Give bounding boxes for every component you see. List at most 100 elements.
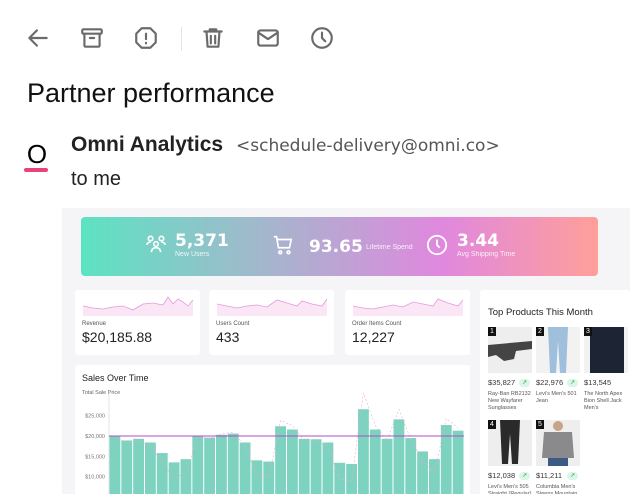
back-arrow-icon[interactable] bbox=[25, 25, 51, 51]
product-price: $22,976 bbox=[536, 378, 564, 387]
lifetime-spend-value: 93.65 bbox=[309, 237, 363, 257]
new-users-label: New Users bbox=[175, 251, 210, 258]
y-tick-label: $25,000 bbox=[85, 414, 105, 420]
bar[interactable] bbox=[358, 409, 369, 494]
bar[interactable] bbox=[109, 436, 121, 494]
bar[interactable] bbox=[393, 419, 405, 494]
cart-icon bbox=[273, 235, 293, 255]
bar[interactable] bbox=[121, 440, 133, 494]
email-subject: Partner performance bbox=[27, 78, 275, 108]
bar[interactable] bbox=[287, 429, 298, 494]
bar[interactable] bbox=[322, 442, 334, 494]
kpi-label: Users Count bbox=[216, 321, 250, 327]
avatar-accent bbox=[24, 168, 48, 172]
top-products-card: Top Products This Month 1 $35,827 ↗ Ray-… bbox=[480, 290, 630, 494]
recipient-line: to me bbox=[71, 168, 122, 190]
chart-ylabel: Total Sale Price bbox=[82, 390, 121, 396]
product-image: 2 bbox=[536, 327, 580, 373]
archive-icon[interactable] bbox=[79, 25, 105, 51]
y-tick-label: $10,000 bbox=[85, 475, 105, 481]
sender-avatar: O bbox=[24, 139, 50, 174]
y-tick-label: $20,000 bbox=[85, 434, 105, 440]
new-users-value: 5,371 bbox=[175, 231, 229, 251]
product-rank: 2 bbox=[536, 327, 544, 336]
bar[interactable] bbox=[275, 426, 286, 494]
product-price: $35,827 bbox=[488, 378, 516, 387]
dashboard-image: 5,371 New Users 93.65 Lifetime Spend 3.4… bbox=[62, 208, 630, 494]
bar[interactable] bbox=[310, 439, 322, 494]
product-price: $13,545 bbox=[584, 378, 612, 387]
bar[interactable] bbox=[180, 459, 192, 494]
kpi-value: 433 bbox=[216, 329, 240, 345]
mail-icon[interactable] bbox=[255, 25, 281, 51]
bar[interactable] bbox=[239, 442, 251, 494]
product-item[interactable]: 1 $35,827 ↗ Ray-Ban RB2132 New Wayfarer … bbox=[488, 327, 532, 412]
avatar-letter: O bbox=[26, 139, 48, 169]
sales-chart: $10,000 $15,000 $20,000 $25,000 bbox=[85, 391, 464, 494]
trend-up-icon: ↗ bbox=[567, 379, 578, 387]
kpi-value: 12,227 bbox=[352, 329, 395, 345]
toolbar-divider bbox=[181, 27, 182, 51]
bar[interactable] bbox=[204, 437, 215, 494]
bar[interactable] bbox=[133, 438, 144, 494]
product-image: 4 bbox=[488, 420, 532, 466]
trend-line bbox=[114, 392, 459, 482]
kpi-label: Order Items Count bbox=[352, 321, 402, 327]
stats-banner: 5,371 New Users 93.65 Lifetime Spend 3.4… bbox=[81, 217, 598, 276]
bar[interactable] bbox=[251, 460, 263, 494]
product-name: The North Apex Bion Shell Jack Men's bbox=[584, 391, 623, 411]
product-item[interactable]: 2 $22,976 ↗ Levi's Men's 501 Jean bbox=[536, 327, 580, 405]
product-name: Levi's Men's 501 Jean bbox=[536, 391, 577, 404]
product-price: $11,211 bbox=[536, 471, 562, 480]
bar[interactable] bbox=[298, 438, 310, 494]
bar[interactable] bbox=[227, 433, 239, 494]
sender-email: <schedule-delivery@omni.co> bbox=[236, 136, 500, 156]
product-rank: 1 bbox=[488, 327, 496, 336]
trend-up-icon: ↗ bbox=[519, 379, 530, 387]
product-item[interactable]: 3 $13,545 The North Apex Bion Shell Jack… bbox=[584, 327, 628, 412]
kpi-label: Revenue bbox=[82, 321, 107, 327]
bar[interactable] bbox=[369, 429, 381, 494]
sparkline bbox=[353, 298, 463, 316]
kpi-card-users: Users Count 433 bbox=[209, 290, 334, 355]
lifetime-spend-label: Lifetime Spend bbox=[366, 244, 413, 251]
bar[interactable] bbox=[346, 464, 357, 494]
kpi-value: $20,185.88 bbox=[82, 329, 153, 345]
clock-icon[interactable] bbox=[309, 25, 335, 51]
shipping-label: Avg Shipping Time bbox=[457, 251, 516, 258]
product-rank: 4 bbox=[488, 420, 496, 429]
users-icon bbox=[146, 235, 166, 253]
clock-icon bbox=[426, 234, 448, 256]
sparkline bbox=[217, 298, 327, 316]
bar[interactable] bbox=[452, 430, 464, 494]
bar[interactable] bbox=[192, 436, 204, 494]
bar[interactable] bbox=[145, 442, 156, 494]
trash-icon[interactable] bbox=[200, 25, 226, 51]
bar[interactable] bbox=[417, 451, 428, 494]
bar[interactable] bbox=[405, 438, 417, 494]
product-name: Columbia Men's Steens Mountain bbox=[536, 484, 578, 494]
bar[interactable] bbox=[440, 425, 452, 494]
sales-over-time-card: Sales Over Time Total Sale Price $10,000… bbox=[75, 365, 470, 494]
report-spam-icon[interactable] bbox=[133, 25, 159, 51]
product-image: 3 bbox=[584, 327, 628, 373]
kpi-card-order-items: Order Items Count 12,227 bbox=[345, 290, 470, 355]
product-item[interactable]: 4 $12,038 ↗ Levi's Men's 505 Straight (R… bbox=[488, 420, 532, 494]
product-rank: 3 bbox=[584, 327, 592, 336]
trend-up-icon: ↗ bbox=[519, 472, 530, 480]
bar[interactable] bbox=[156, 453, 168, 494]
bar[interactable] bbox=[216, 434, 227, 494]
product-image: 5 bbox=[536, 420, 580, 466]
shipping-value: 3.44 bbox=[457, 231, 499, 251]
bar[interactable] bbox=[381, 438, 393, 494]
bar[interactable] bbox=[263, 461, 275, 494]
product-item[interactable]: 5 $11,211 ↗ Columbia Men's Steens Mounta… bbox=[536, 420, 580, 494]
product-image: 1 bbox=[488, 327, 532, 373]
kpi-card-revenue: Revenue $20,185.88 bbox=[75, 290, 200, 355]
bar[interactable] bbox=[168, 462, 180, 494]
bar[interactable] bbox=[429, 459, 440, 494]
top-products-title: Top Products This Month bbox=[488, 307, 593, 318]
product-rank: 5 bbox=[536, 420, 544, 429]
product-price: $12,038 bbox=[488, 471, 516, 480]
product-name: Levi's Men's 505 Straight (Regular) bbox=[488, 484, 532, 494]
